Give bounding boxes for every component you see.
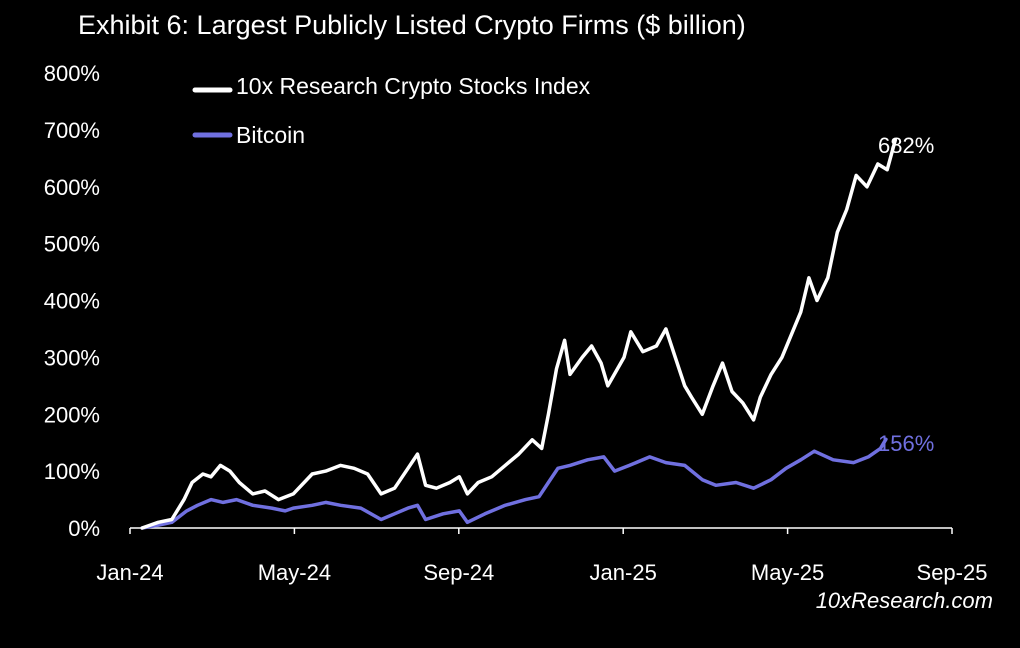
x-tick-label: May-24 (258, 560, 331, 585)
series-line-10x-research-crypto-stocks-index (140, 138, 898, 530)
y-tick-label: 100% (44, 459, 100, 484)
series-line-bitcoin (140, 437, 888, 530)
chart-title: Exhibit 6: Largest Publicly Listed Crypt… (78, 10, 746, 40)
y-tick-label: 300% (44, 345, 100, 370)
x-tick-label: May-25 (751, 560, 824, 585)
y-tick-label: 800% (44, 61, 100, 86)
series-layer (140, 138, 898, 530)
x-tick-label: Sep-25 (917, 560, 988, 585)
y-tick-label: 0% (68, 516, 100, 541)
y-tick-label: 600% (44, 175, 100, 200)
y-tick-label: 500% (44, 232, 100, 257)
end-label-crypto-index: 682% (878, 133, 934, 158)
y-axis: 0% 100% 200% 300% 400% 500% 600% 700% 800% (44, 61, 100, 541)
legend: 10x Research Crypto Stocks Index Bitcoin (192, 73, 591, 148)
y-tick-label: 200% (44, 402, 100, 427)
y-tick-label: 400% (44, 289, 100, 314)
x-tick-label: Jan-25 (590, 560, 657, 585)
x-tick-label: Sep-24 (423, 560, 494, 585)
legend-label-bitcoin: Bitcoin (236, 122, 305, 148)
y-tick-label: 700% (44, 118, 100, 143)
end-label-bitcoin: 156% (878, 431, 934, 456)
x-axis: Jan-24 May-24 Sep-24 Jan-25 May-25 Sep-25 (96, 528, 987, 585)
x-tick-label: Jan-24 (96, 560, 163, 585)
legend-label-crypto-index: 10x Research Crypto Stocks Index (236, 73, 591, 99)
watermark: 10xResearch.com (816, 588, 993, 613)
